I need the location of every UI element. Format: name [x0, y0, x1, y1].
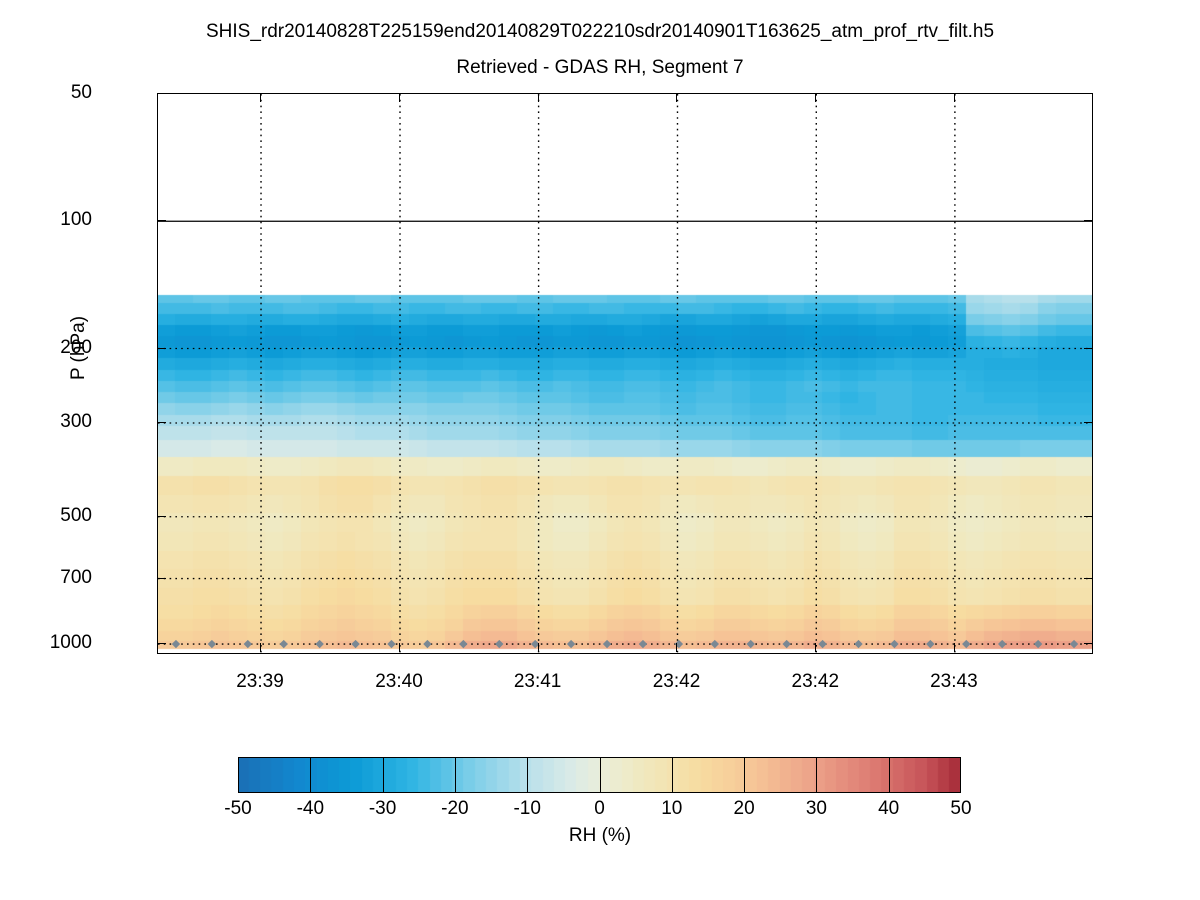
x-tick-mark [398, 643, 400, 652]
y-tick-label-50: 50 [70, 82, 92, 103]
y-tick-mark [1084, 643, 1093, 645]
x-tick-mark [953, 643, 955, 652]
colorbar-tick [454, 757, 456, 793]
y-tick-mark [157, 421, 166, 423]
x-tick-label-3: 23:42 [652, 671, 701, 692]
x-tick-mark [676, 93, 678, 102]
y-tick-mark [1084, 421, 1093, 423]
y-tick-mark [157, 515, 166, 517]
colorbar-tick-label-10: 10 [661, 798, 683, 819]
y-tick-mark [157, 93, 166, 94]
y-tick-mark [1084, 347, 1093, 349]
colorbar-tick-label--40: -40 [296, 798, 325, 819]
colorbar-tick-label--50: -50 [224, 798, 252, 819]
y-tick-mark [1084, 93, 1093, 94]
colorbar-tick-label-40: 40 [878, 798, 900, 819]
colorbar-tick [744, 757, 746, 793]
x-tick-label-2: 23:41 [513, 671, 562, 692]
x-tick-mark [953, 93, 955, 102]
x-tick-mark [260, 93, 262, 102]
x-tick-label-5: 23:43 [930, 671, 978, 692]
colorbar-title: RH (%) [568, 825, 632, 846]
colorbar-tick [599, 757, 601, 793]
colorbar-tick-label-20: 20 [733, 798, 755, 819]
colorbar-tick [382, 757, 384, 793]
x-tick-label-4: 23:42 [791, 671, 840, 692]
y-tick-label-500: 500 [60, 504, 92, 526]
y-tick-mark [1084, 220, 1093, 222]
figure-title: SHIS_rdr20140828T225159end20140829T02221… [205, 21, 995, 42]
x-tick-mark [537, 93, 539, 102]
figure-subtitle: Retrieved - GDAS RH, Segment 7 [456, 57, 744, 78]
colorbar-tick [310, 757, 312, 793]
y-tick-mark [157, 347, 166, 349]
y-tick-label-700: 700 [60, 566, 92, 588]
colorbar-tick [527, 757, 529, 793]
colorbar-tick-label--30: -30 [368, 798, 397, 819]
x-tick-label-0: 23:39 [236, 671, 284, 692]
y-tick-mark [1084, 577, 1093, 579]
y-tick-mark [157, 643, 166, 645]
colorbar-tick-label-30: 30 [805, 798, 827, 819]
y-tick-label-1000: 1000 [49, 632, 92, 654]
colorbar-tick-label--20: -20 [441, 798, 469, 819]
colorbar-tick-label--10: -10 [513, 798, 541, 819]
y-tick-label-200: 200 [60, 336, 92, 358]
y-tick-label-300: 300 [60, 410, 92, 432]
x-tick-mark [260, 643, 262, 652]
x-tick-mark [815, 93, 817, 102]
y-tick-label-100: 100 [60, 209, 92, 231]
colorbar-tick-label-50: 50 [950, 798, 972, 819]
colorbar-tick [888, 757, 890, 793]
x-tick-mark [676, 643, 678, 652]
heatmap-canvas [158, 94, 1092, 653]
colorbar-tick [671, 757, 673, 793]
x-tick-mark [815, 643, 817, 652]
colorbar-tick-label-0: 0 [594, 798, 605, 819]
colorbar-tick [816, 757, 818, 793]
plot-area [157, 93, 1093, 654]
x-tick-label-1: 23:40 [375, 671, 423, 692]
y-tick-mark [157, 577, 166, 579]
x-tick-mark [398, 93, 400, 102]
y-tick-mark [1084, 515, 1093, 517]
x-tick-mark [537, 643, 539, 652]
y-tick-mark [157, 220, 166, 222]
